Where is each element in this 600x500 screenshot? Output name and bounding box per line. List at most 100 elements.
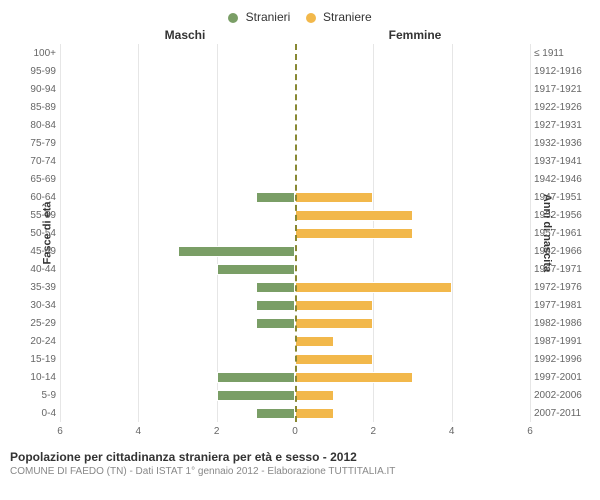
birth-year-label: ≤ 1911 <box>534 48 588 59</box>
male-bar <box>217 372 295 383</box>
x-tick: 4 <box>449 426 455 437</box>
birth-year-label: 1977-1981 <box>534 300 588 311</box>
female-bar <box>295 372 413 383</box>
female-bar-wrap <box>295 242 530 260</box>
female-bar-wrap <box>295 314 530 332</box>
age-label: 20-24 <box>12 336 56 347</box>
age-label: 70-74 <box>12 156 56 167</box>
male-bar-wrap <box>60 350 295 368</box>
female-bar <box>295 354 373 365</box>
gender-headers: Maschi Femmine <box>10 28 590 42</box>
age-label: 75-79 <box>12 138 56 149</box>
female-bar-wrap <box>295 368 530 386</box>
plot-area: Fasce di età Anni di nascita 100+≤ 19119… <box>60 44 530 422</box>
header-male: Maschi <box>10 28 300 42</box>
age-label: 30-34 <box>12 300 56 311</box>
male-bar <box>178 246 296 257</box>
birth-year-label: 1997-2001 <box>534 372 588 383</box>
gridline <box>530 44 531 422</box>
male-bar <box>256 282 295 293</box>
chart-subtitle: COMUNE DI FAEDO (TN) - Dati ISTAT 1° gen… <box>10 466 590 477</box>
female-bar-wrap <box>295 386 530 404</box>
x-tick: 2 <box>214 426 220 437</box>
male-bar-wrap <box>60 260 295 278</box>
center-divider <box>295 44 297 422</box>
age-label: 5-9 <box>12 390 56 401</box>
female-bar-wrap <box>295 206 530 224</box>
birth-year-label: 1912-1916 <box>534 66 588 77</box>
birth-year-label: 1962-1966 <box>534 246 588 257</box>
birth-year-label: 1987-1991 <box>534 336 588 347</box>
x-tick: 0 <box>292 426 298 437</box>
age-label: 40-44 <box>12 264 56 275</box>
birth-year-label: 1932-1936 <box>534 138 588 149</box>
female-bar-wrap <box>295 188 530 206</box>
age-label: 0-4 <box>12 408 56 419</box>
female-bar-wrap <box>295 98 530 116</box>
male-bar-wrap <box>60 44 295 62</box>
female-bar <box>295 300 373 311</box>
age-label: 90-94 <box>12 84 56 95</box>
birth-year-label: 1967-1971 <box>534 264 588 275</box>
female-bar-wrap <box>295 152 530 170</box>
female-bar-wrap <box>295 62 530 80</box>
female-bar-wrap <box>295 260 530 278</box>
birth-year-label: 1942-1946 <box>534 174 588 185</box>
age-label: 80-84 <box>12 120 56 131</box>
birth-year-label: 1927-1931 <box>534 120 588 131</box>
birth-year-label: 1972-1976 <box>534 282 588 293</box>
male-bar-wrap <box>60 98 295 116</box>
male-bar-wrap <box>60 296 295 314</box>
male-bar-wrap <box>60 278 295 296</box>
legend: Stranieri Straniere <box>10 10 590 24</box>
legend-swatch-female <box>306 13 316 23</box>
birth-year-label: 1982-1986 <box>534 318 588 329</box>
female-bar <box>295 408 334 419</box>
population-pyramid-chart: Stranieri Straniere Maschi Femmine Fasce… <box>10 10 590 440</box>
x-axis: 6420246 <box>60 426 530 440</box>
x-tick: 2 <box>371 426 377 437</box>
female-bar <box>295 210 413 221</box>
male-bar-wrap <box>60 116 295 134</box>
birth-year-label: 1992-1996 <box>534 354 588 365</box>
birth-year-label: 1957-1961 <box>534 228 588 239</box>
age-label: 10-14 <box>12 372 56 383</box>
birth-year-label: 1952-1956 <box>534 210 588 221</box>
male-bar <box>256 408 295 419</box>
male-bar-wrap <box>60 314 295 332</box>
male-bar-wrap <box>60 206 295 224</box>
male-bar-wrap <box>60 188 295 206</box>
female-bar-wrap <box>295 332 530 350</box>
male-bar-wrap <box>60 404 295 422</box>
female-bar <box>295 390 334 401</box>
male-bar <box>256 300 295 311</box>
birth-year-label: 2002-2006 <box>534 390 588 401</box>
female-bar <box>295 282 452 293</box>
legend-item-female: Straniere <box>306 10 372 24</box>
male-bar-wrap <box>60 80 295 98</box>
male-bar-wrap <box>60 62 295 80</box>
male-bar-wrap <box>60 152 295 170</box>
age-label: 15-19 <box>12 354 56 365</box>
age-label: 85-89 <box>12 102 56 113</box>
male-bar <box>256 318 295 329</box>
header-female: Femmine <box>300 28 590 42</box>
female-bar-wrap <box>295 134 530 152</box>
birth-year-label: 1947-1951 <box>534 192 588 203</box>
male-bar <box>256 192 295 203</box>
legend-item-male: Stranieri <box>228 10 290 24</box>
age-label: 55-59 <box>12 210 56 221</box>
female-bar-wrap <box>295 224 530 242</box>
age-label: 65-69 <box>12 174 56 185</box>
x-tick: 6 <box>527 426 533 437</box>
legend-label-male: Stranieri <box>246 10 291 24</box>
male-bar-wrap <box>60 368 295 386</box>
male-bar-wrap <box>60 242 295 260</box>
male-bar-wrap <box>60 332 295 350</box>
female-bar <box>295 318 373 329</box>
age-label: 100+ <box>12 48 56 59</box>
x-tick: 4 <box>136 426 142 437</box>
age-label: 60-64 <box>12 192 56 203</box>
male-bar <box>217 390 295 401</box>
female-bar-wrap <box>295 44 530 62</box>
